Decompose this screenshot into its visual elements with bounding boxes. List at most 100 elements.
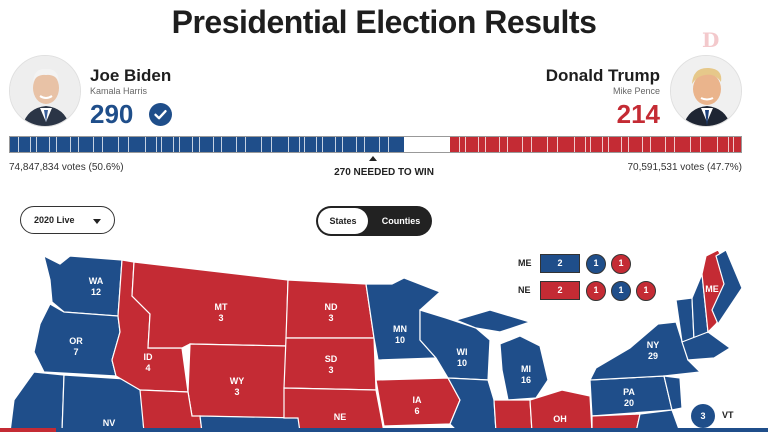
bar-state-divider [547, 137, 548, 152]
threshold-marker-icon [369, 156, 377, 161]
state-ma[interactable] [681, 331, 732, 361]
label-or: OR [69, 336, 83, 346]
bar-state-divider [364, 137, 365, 152]
bar-state-divider [173, 137, 174, 152]
bar-state-divider [102, 137, 103, 152]
bar-state-divider [602, 137, 603, 152]
bar-state-divider [18, 137, 19, 152]
electoral-vote-bar [9, 136, 742, 153]
bar-state-divider [388, 137, 389, 152]
bar-state-divider [342, 137, 343, 152]
state-in[interactable] [493, 399, 533, 432]
bar-state-divider [717, 137, 718, 152]
state-va-md[interactable] [635, 409, 681, 432]
label-wy: WY [230, 376, 245, 386]
vt-label: VT [722, 410, 734, 420]
ev-sd: 3 [328, 365, 333, 375]
ev-ny: 29 [648, 351, 658, 361]
winner-check-icon [149, 103, 172, 126]
me-district-1[interactable]: 1 [586, 254, 606, 274]
bar-state-divider [650, 137, 651, 152]
label-sd: SD [325, 354, 338, 364]
ne-district-1[interactable]: 1 [586, 281, 606, 301]
bottom-color-strip [0, 428, 768, 432]
bar-state-divider [245, 137, 246, 152]
bar-state-divider [192, 137, 193, 152]
year-select-value: 2020 Live [34, 215, 75, 225]
brand-logo-icon: D [702, 28, 720, 52]
state-nj[interactable] [663, 375, 683, 411]
bar-state-divider [161, 137, 162, 152]
label-ny: NY [647, 340, 660, 350]
state-nv[interactable] [61, 374, 145, 432]
us-states-map[interactable]: WA 12 OR 7 NV ID 4 MT 3 WY 3 ND 3 SD 3 N… [0, 240, 768, 432]
ev-pa: 20 [624, 398, 634, 408]
bar-state-divider [70, 137, 71, 152]
trump-running-mate: Mike Pence [612, 86, 660, 96]
state-me-south[interactable] [711, 249, 743, 326]
bar-state-divider [299, 137, 300, 152]
biden-popular-vote: 74,847,834 votes (50.6%) [9, 162, 124, 173]
label-pa: PA [623, 387, 635, 397]
bar-state-divider [213, 137, 214, 152]
state-sd[interactable] [283, 337, 377, 391]
state-oh[interactable] [529, 389, 593, 432]
label-nv: NV [103, 418, 116, 428]
state-mi-upper[interactable] [454, 309, 532, 333]
toggle-counties[interactable]: Counties [381, 216, 421, 226]
bar-state-divider [316, 137, 317, 152]
label-ne: NE [334, 412, 347, 422]
ne-district-3[interactable]: 1 [636, 281, 656, 301]
ev-wa: 12 [91, 287, 101, 297]
me-district-2[interactable]: 1 [611, 254, 631, 274]
label-oh: OH [553, 414, 567, 424]
ne-statewide-votes[interactable]: 2 [540, 281, 580, 300]
biden-portrait-icon [10, 56, 80, 126]
bar-state-divider [304, 137, 305, 152]
bar-state-divider [221, 137, 222, 152]
state-wv[interactable] [591, 413, 641, 432]
trump-electoral-votes: 214 [616, 99, 660, 129]
ev-mt: 3 [218, 313, 223, 323]
bar-state-divider [507, 137, 508, 152]
bar-state-divider [128, 137, 129, 152]
state-il[interactable] [446, 377, 497, 432]
ev-id: 4 [145, 363, 150, 373]
state-ca[interactable] [9, 371, 65, 432]
bar-state-divider [459, 137, 460, 152]
bar-state-divider [145, 137, 146, 152]
label-mi: MI [521, 364, 531, 374]
ne-district-2[interactable]: 1 [611, 281, 631, 301]
bar-state-divider [30, 137, 31, 152]
trump-avatar [670, 55, 742, 127]
label-id: ID [144, 352, 154, 362]
rep-ev-fill [450, 137, 741, 152]
me-statewide-votes[interactable]: 2 [540, 254, 580, 273]
state-mi[interactable] [499, 335, 549, 401]
bar-state-divider [574, 137, 575, 152]
label-mt: MT [215, 302, 228, 312]
bar-state-divider [621, 137, 622, 152]
state-ne[interactable] [283, 387, 385, 432]
label-me: ME [705, 284, 719, 294]
bar-state-divider [557, 137, 558, 152]
state-mt[interactable] [131, 261, 289, 349]
toggle-states[interactable]: States [318, 208, 368, 234]
bar-state-divider [674, 137, 675, 152]
label-ia: IA [413, 395, 423, 405]
vt-ev-badge[interactable]: 3 [691, 404, 715, 428]
bar-state-divider [199, 137, 200, 152]
bar-state-divider [49, 137, 50, 152]
ev-ia: 6 [414, 406, 419, 416]
view-toggle[interactable]: States Counties [316, 206, 432, 236]
bar-state-divider [590, 137, 591, 152]
biden-name: Joe Biden [90, 66, 172, 85]
lake-michigan [488, 340, 502, 400]
bar-state-divider [379, 137, 380, 152]
bar-state-divider [531, 137, 532, 152]
bar-state-divider [628, 137, 629, 152]
bar-state-divider [733, 137, 734, 152]
year-select[interactable]: 2020 Live [20, 206, 115, 234]
bar-state-divider [261, 137, 262, 152]
bar-state-divider [478, 137, 479, 152]
